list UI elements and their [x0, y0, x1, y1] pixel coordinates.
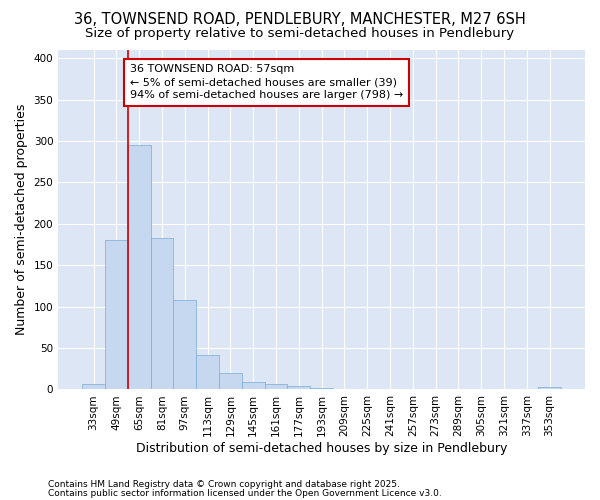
- Bar: [219, 373, 242, 390]
- Bar: [287, 386, 310, 390]
- Bar: [82, 384, 105, 390]
- Y-axis label: Number of semi-detached properties: Number of semi-detached properties: [15, 104, 28, 336]
- Text: Size of property relative to semi-detached houses in Pendlebury: Size of property relative to semi-detach…: [85, 28, 515, 40]
- Bar: [105, 240, 128, 390]
- Bar: [128, 145, 151, 390]
- Bar: [538, 387, 561, 390]
- Bar: [173, 300, 196, 390]
- Bar: [310, 388, 333, 390]
- Bar: [242, 382, 265, 390]
- Text: 36, TOWNSEND ROAD, PENDLEBURY, MANCHESTER, M27 6SH: 36, TOWNSEND ROAD, PENDLEBURY, MANCHESTE…: [74, 12, 526, 28]
- Text: Contains HM Land Registry data © Crown copyright and database right 2025.: Contains HM Land Registry data © Crown c…: [48, 480, 400, 489]
- X-axis label: Distribution of semi-detached houses by size in Pendlebury: Distribution of semi-detached houses by …: [136, 442, 507, 455]
- Text: 36 TOWNSEND ROAD: 57sqm
← 5% of semi-detached houses are smaller (39)
94% of sem: 36 TOWNSEND ROAD: 57sqm ← 5% of semi-det…: [130, 64, 403, 100]
- Bar: [265, 384, 287, 390]
- Bar: [196, 354, 219, 390]
- Bar: [151, 238, 173, 390]
- Text: Contains public sector information licensed under the Open Government Licence v3: Contains public sector information licen…: [48, 488, 442, 498]
